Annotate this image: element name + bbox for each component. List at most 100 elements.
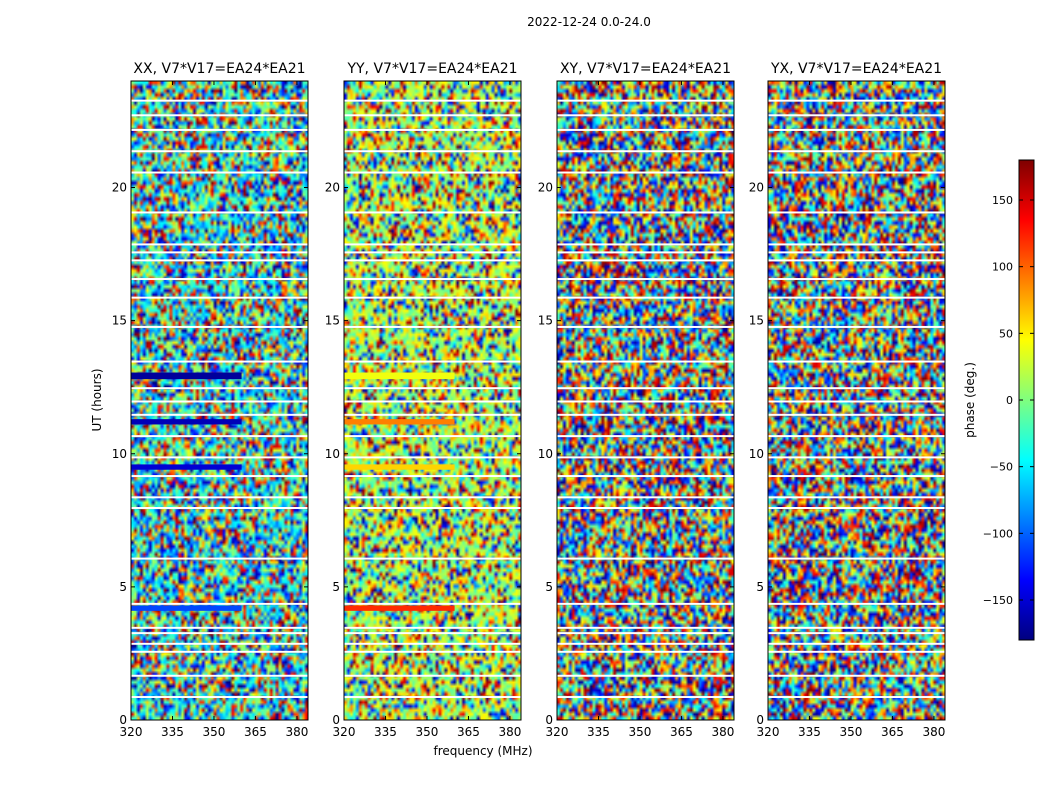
panels: XX, V7*V17=EA24*EA21 320 335 350 365 380 0 5 10 1… [112, 61, 946, 739]
flag-gap [344, 435, 521, 438]
x-tick-label: 350 [629, 725, 652, 739]
flag-gap [344, 259, 521, 262]
coherent-band [344, 419, 455, 425]
flag-gap [131, 642, 308, 645]
flag-gap [768, 674, 945, 677]
x-axis-label: frequency (MHz) [433, 744, 532, 758]
flag-gap [131, 296, 308, 299]
y-tick-label: 10 [749, 447, 764, 461]
y-tick-label: 0 [119, 713, 127, 727]
flag-gap [131, 128, 308, 131]
colorbar-tick-label: −100 [983, 527, 1013, 540]
x-tick-label: 365 [244, 725, 267, 739]
coherent-band [131, 464, 242, 470]
flag-gap [768, 696, 945, 699]
flag-gap [344, 211, 521, 214]
flag-gap [557, 400, 734, 403]
flag-gap [557, 387, 734, 390]
flag-gap [344, 413, 521, 416]
flag-gap [131, 507, 308, 509]
flag-gap [344, 360, 521, 363]
x-tick-label: 380 [498, 725, 521, 739]
flag-gap [557, 456, 734, 459]
flag-gap [344, 99, 521, 102]
coherent-band [344, 605, 455, 611]
flag-gap [768, 325, 945, 328]
flag-gap [344, 171, 521, 174]
flag-gap [557, 251, 734, 254]
flag-gap [131, 259, 308, 262]
flag-gap [768, 626, 945, 629]
flag-gap [344, 325, 521, 328]
panel-title: XY, V7*V17=EA24*EA21 [560, 61, 731, 77]
flag-gap [344, 650, 521, 653]
x-tick-label: 380 [922, 725, 945, 739]
panel-1: YY, V7*V17=EA24*EA21 320 335 350 365 380 0 5 10 1… [325, 61, 522, 739]
flag-gap [557, 413, 734, 416]
panel-3: YX, V7*V17=EA24*EA21 320 335 350 365 380 0 5 10 1… [749, 61, 946, 739]
colorbar-tick-label: 100 [992, 261, 1013, 274]
flag-gap [557, 642, 734, 645]
flag-gap [344, 387, 521, 390]
y-tick-label: 10 [112, 447, 127, 461]
flag-gap [768, 413, 945, 416]
y-tick-label: 20 [325, 181, 340, 195]
flag-gap [768, 557, 945, 560]
flag-gap [131, 150, 308, 153]
flag-gap [131, 387, 308, 390]
flag-gap [344, 642, 521, 645]
x-tick-label: 350 [203, 725, 226, 739]
flag-gap [557, 496, 734, 499]
flag-gap [344, 456, 521, 459]
flag-gap [768, 650, 945, 653]
flag-gap [131, 435, 308, 438]
coherent-band [344, 372, 455, 380]
flag-gap [557, 171, 734, 174]
flag-gap [131, 251, 308, 254]
flag-gap [557, 114, 734, 117]
flag-gap [768, 296, 945, 299]
y-tick-label: 5 [545, 580, 553, 594]
flag-gap [131, 674, 308, 677]
flag-gap [768, 400, 945, 403]
flag-gap [344, 674, 521, 677]
x-tick-label: 335 [587, 725, 610, 739]
flag-gap [768, 99, 945, 102]
flag-gap [131, 243, 308, 246]
x-tick-label: 365 [670, 725, 693, 739]
flag-gap [768, 642, 945, 645]
y-tick-label: 15 [325, 314, 340, 328]
flag-gap [768, 251, 945, 254]
coherent-band [131, 605, 242, 611]
flag-gap [768, 128, 945, 131]
flag-gap [131, 557, 308, 560]
flag-gap [131, 360, 308, 363]
coherent-band [344, 464, 455, 470]
flag-gap [768, 602, 945, 605]
flag-gap [131, 325, 308, 328]
flag-gap [344, 507, 521, 509]
flag-gap [557, 507, 734, 509]
x-tick-label: 320 [546, 725, 569, 739]
flag-gap [344, 150, 521, 153]
flag-gap [131, 171, 308, 174]
flag-gap [344, 243, 521, 246]
x-tick-label: 380 [711, 725, 734, 739]
panel-frame [130, 80, 309, 721]
flag-gap [344, 602, 521, 605]
colorbar: −150 −100 −50 0 50 100 150 [983, 159, 1035, 641]
y-tick-label: 10 [325, 447, 340, 461]
x-tick-label: 320 [757, 725, 780, 739]
x-tick-label: 350 [840, 725, 863, 739]
colorbar-tick-label: 50 [999, 327, 1013, 340]
panel-frame [767, 80, 946, 721]
flag-gap [768, 150, 945, 153]
panel-0: XX, V7*V17=EA24*EA21 320 335 350 365 380 0 5 10 1… [112, 61, 309, 739]
colorbar-label: phase (deg.) [963, 362, 977, 438]
flag-gap [768, 496, 945, 499]
flag-gap [131, 413, 308, 416]
flag-gap [768, 278, 945, 281]
x-tick-label: 335 [798, 725, 821, 739]
flag-gap [557, 150, 734, 153]
flag-gap [557, 296, 734, 299]
